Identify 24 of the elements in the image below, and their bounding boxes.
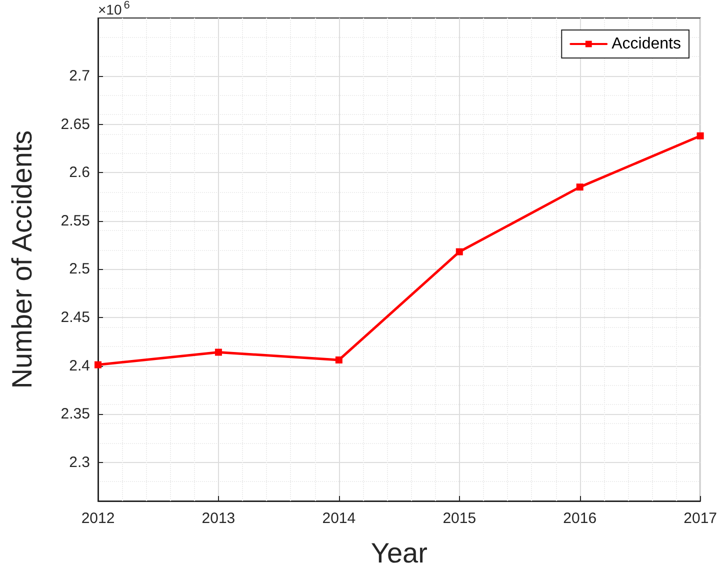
- x-tick-label: 2014: [322, 510, 356, 527]
- x-tick-label: 2012: [81, 510, 115, 527]
- x-tick-label: 2013: [202, 510, 236, 527]
- y-tick-label: 2.45: [60, 308, 90, 326]
- y-tick-label: 2.55: [60, 212, 90, 230]
- x-tick-label: 2017: [684, 510, 718, 527]
- point: [576, 184, 584, 191]
- point: [94, 361, 102, 368]
- point: [335, 356, 342, 364]
- point: [696, 132, 704, 140]
- y-tick-label: 2.6: [69, 164, 90, 182]
- y-axis-title: Number of Accidents: [6, 130, 38, 389]
- y-tick-label: 2.65: [60, 116, 90, 133]
- y-tick-label: 2.4: [69, 357, 90, 374]
- point: [214, 348, 222, 356]
- legend-label: Accidents: [612, 36, 682, 52]
- y-tick-label: 2.35: [60, 406, 90, 423]
- x-tick-label: 2016: [563, 510, 597, 527]
- y-tick-label: 2.3: [69, 454, 90, 471]
- x-axis-title: Year: [370, 538, 428, 568]
- x-tick-label: 2015: [442, 510, 476, 527]
- point: [456, 248, 463, 256]
- y-tick-label: 2.7: [69, 67, 90, 84]
- y-tick-label: 2.5: [69, 260, 90, 278]
